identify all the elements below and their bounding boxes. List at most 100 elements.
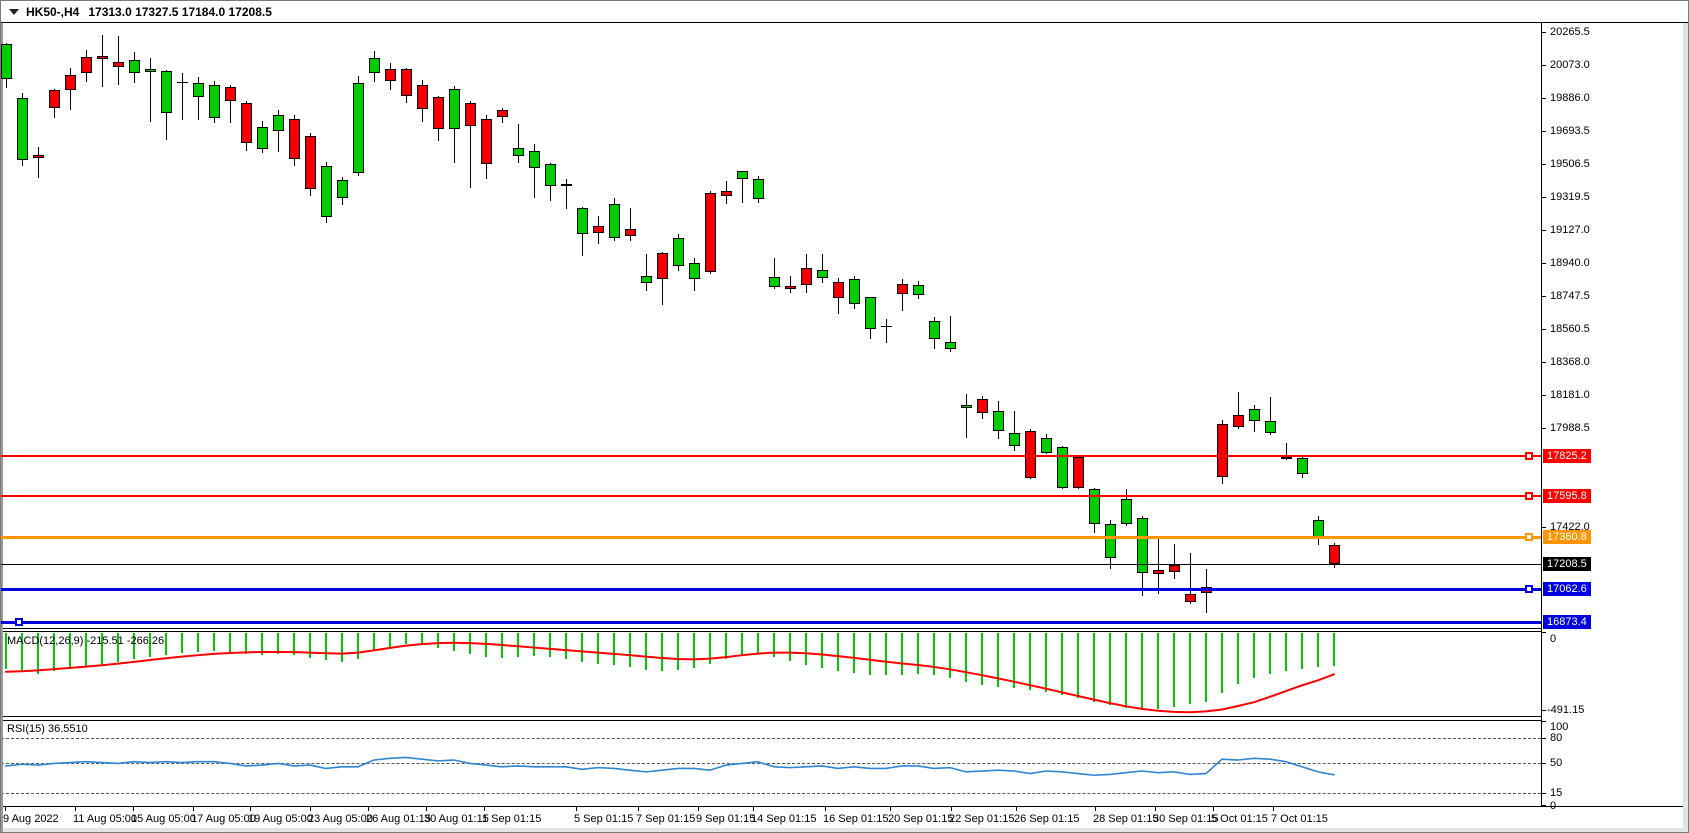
macd-histogram-bar xyxy=(677,633,679,671)
time-tick-mark xyxy=(951,807,952,811)
rsi-level-line xyxy=(1,763,1541,764)
candle-body xyxy=(1089,489,1100,525)
price-level-tag: 16873.4 xyxy=(1543,615,1591,629)
macd-histogram-bar xyxy=(341,633,343,662)
macd-histogram-bar xyxy=(645,633,647,670)
rsi-axis-label: 80 xyxy=(1550,732,1563,744)
time-tick-mark xyxy=(576,807,577,811)
macd-histogram-bar xyxy=(1173,633,1175,707)
price-tick-mark xyxy=(1541,263,1546,264)
time-tick-mark xyxy=(753,807,754,811)
macd-histogram-bar xyxy=(1157,633,1159,709)
candle-wick xyxy=(470,100,471,189)
time-axis-label: 30 Sep 01:15 xyxy=(1153,813,1219,825)
candle-body xyxy=(1249,408,1260,421)
macd-histogram-bar xyxy=(1285,633,1287,671)
level-drag-handle[interactable] xyxy=(1525,585,1533,593)
candle-wick xyxy=(1158,538,1159,594)
rsi-line xyxy=(5,756,1335,777)
time-tick-mark xyxy=(825,807,826,811)
candle-body xyxy=(593,226,604,233)
time-tick-mark xyxy=(890,807,891,811)
macd-histogram-bar xyxy=(597,633,599,665)
rsi-axis-label: 100 xyxy=(1550,721,1569,733)
macd-histogram-bar xyxy=(997,633,999,687)
time-tick-mark xyxy=(1273,807,1274,811)
main-macd-separator[interactable] xyxy=(1,628,1541,629)
macd-histogram-bar xyxy=(869,633,871,675)
macd-histogram-bar xyxy=(1093,633,1095,702)
candle-body xyxy=(113,62,124,68)
price-level-line[interactable] xyxy=(1,588,1541,591)
time-axis-label: 22 Sep 01:15 xyxy=(949,813,1015,825)
candle-body xyxy=(561,183,572,186)
macd-histogram-bar xyxy=(261,633,263,655)
macd-histogram-bar xyxy=(1141,633,1143,710)
price-tick-label: 20073.0 xyxy=(1550,59,1590,71)
candle-body xyxy=(913,284,924,296)
price-level-line[interactable] xyxy=(1,455,1541,457)
macd-histogram-bar xyxy=(789,633,791,662)
time-tick-mark xyxy=(426,807,427,811)
time-axis-label: 15 Aug 05:00 xyxy=(131,813,196,825)
level-drag-handle[interactable] xyxy=(15,618,23,626)
candle-body xyxy=(945,342,956,349)
price-level-line[interactable] xyxy=(1,495,1541,497)
level-drag-handle[interactable] xyxy=(1525,533,1533,541)
time-tick-mark xyxy=(250,807,251,811)
candle-wick xyxy=(38,146,39,178)
time-axis-label: 16 Sep 01:15 xyxy=(823,813,889,825)
level-drag-handle[interactable] xyxy=(1525,492,1533,500)
macd-histogram-bar xyxy=(53,633,55,672)
macd-histogram-bar xyxy=(277,633,279,654)
macd-histogram-bar xyxy=(1205,633,1207,702)
candle-body xyxy=(33,155,44,158)
candle-wick xyxy=(1238,392,1239,429)
price-level-line[interactable] xyxy=(1,621,1541,624)
rsi-axis-tick xyxy=(1541,721,1546,722)
candle-doji-body xyxy=(881,326,892,327)
price-level-tag: 17208.5 xyxy=(1543,557,1591,571)
price-level-line[interactable] xyxy=(1,536,1541,539)
macd-signal-line xyxy=(5,641,1335,714)
level-drag-handle[interactable] xyxy=(1525,452,1533,460)
macd-histogram-bar xyxy=(1269,633,1271,674)
candle-body xyxy=(497,110,508,117)
macd-rsi-separator[interactable] xyxy=(1,716,1541,717)
price-tick-label: 18368.0 xyxy=(1550,356,1590,368)
candle-wick xyxy=(742,171,743,204)
candle-body xyxy=(353,83,364,173)
candle-wick xyxy=(646,254,647,292)
price-tick-mark xyxy=(1541,296,1546,297)
rsi-axis-label: 0 xyxy=(1550,800,1557,812)
candle-wick xyxy=(566,179,567,209)
macd-histogram-bar xyxy=(741,633,743,656)
macd-histogram-bar xyxy=(693,633,695,669)
candle-wick xyxy=(118,36,119,85)
candle-body xyxy=(1281,456,1292,459)
price-level-line[interactable] xyxy=(1,564,1541,565)
candle-wick xyxy=(630,208,631,241)
time-axis-label: 7 Oct 01:15 xyxy=(1271,813,1328,825)
candle-body xyxy=(193,83,204,97)
candle-body xyxy=(689,263,700,280)
candle-wick xyxy=(1270,397,1271,436)
time-axis-label: 19 Aug 05:00 xyxy=(248,813,313,825)
macd-histogram-bar xyxy=(421,633,423,646)
rsi-axis-label: 15 xyxy=(1550,787,1563,799)
time-tick-mark xyxy=(1155,807,1156,811)
time-axis-label: 30 Aug 01:15 xyxy=(424,813,489,825)
price-tick-label: 19886.0 xyxy=(1550,92,1590,104)
time-axis-border xyxy=(1,806,1688,807)
chart-dropdown-icon[interactable] xyxy=(9,8,19,15)
macd-histogram-bar xyxy=(981,633,983,686)
price-tick-label: 18560.5 xyxy=(1550,323,1590,335)
macd-histogram-bar xyxy=(581,633,583,663)
macd-histogram-bar xyxy=(309,633,311,658)
candle-body xyxy=(305,135,316,189)
macd-histogram-bar xyxy=(933,633,935,676)
price-tick-mark xyxy=(1541,65,1546,66)
macd-histogram-bar xyxy=(1029,633,1031,690)
